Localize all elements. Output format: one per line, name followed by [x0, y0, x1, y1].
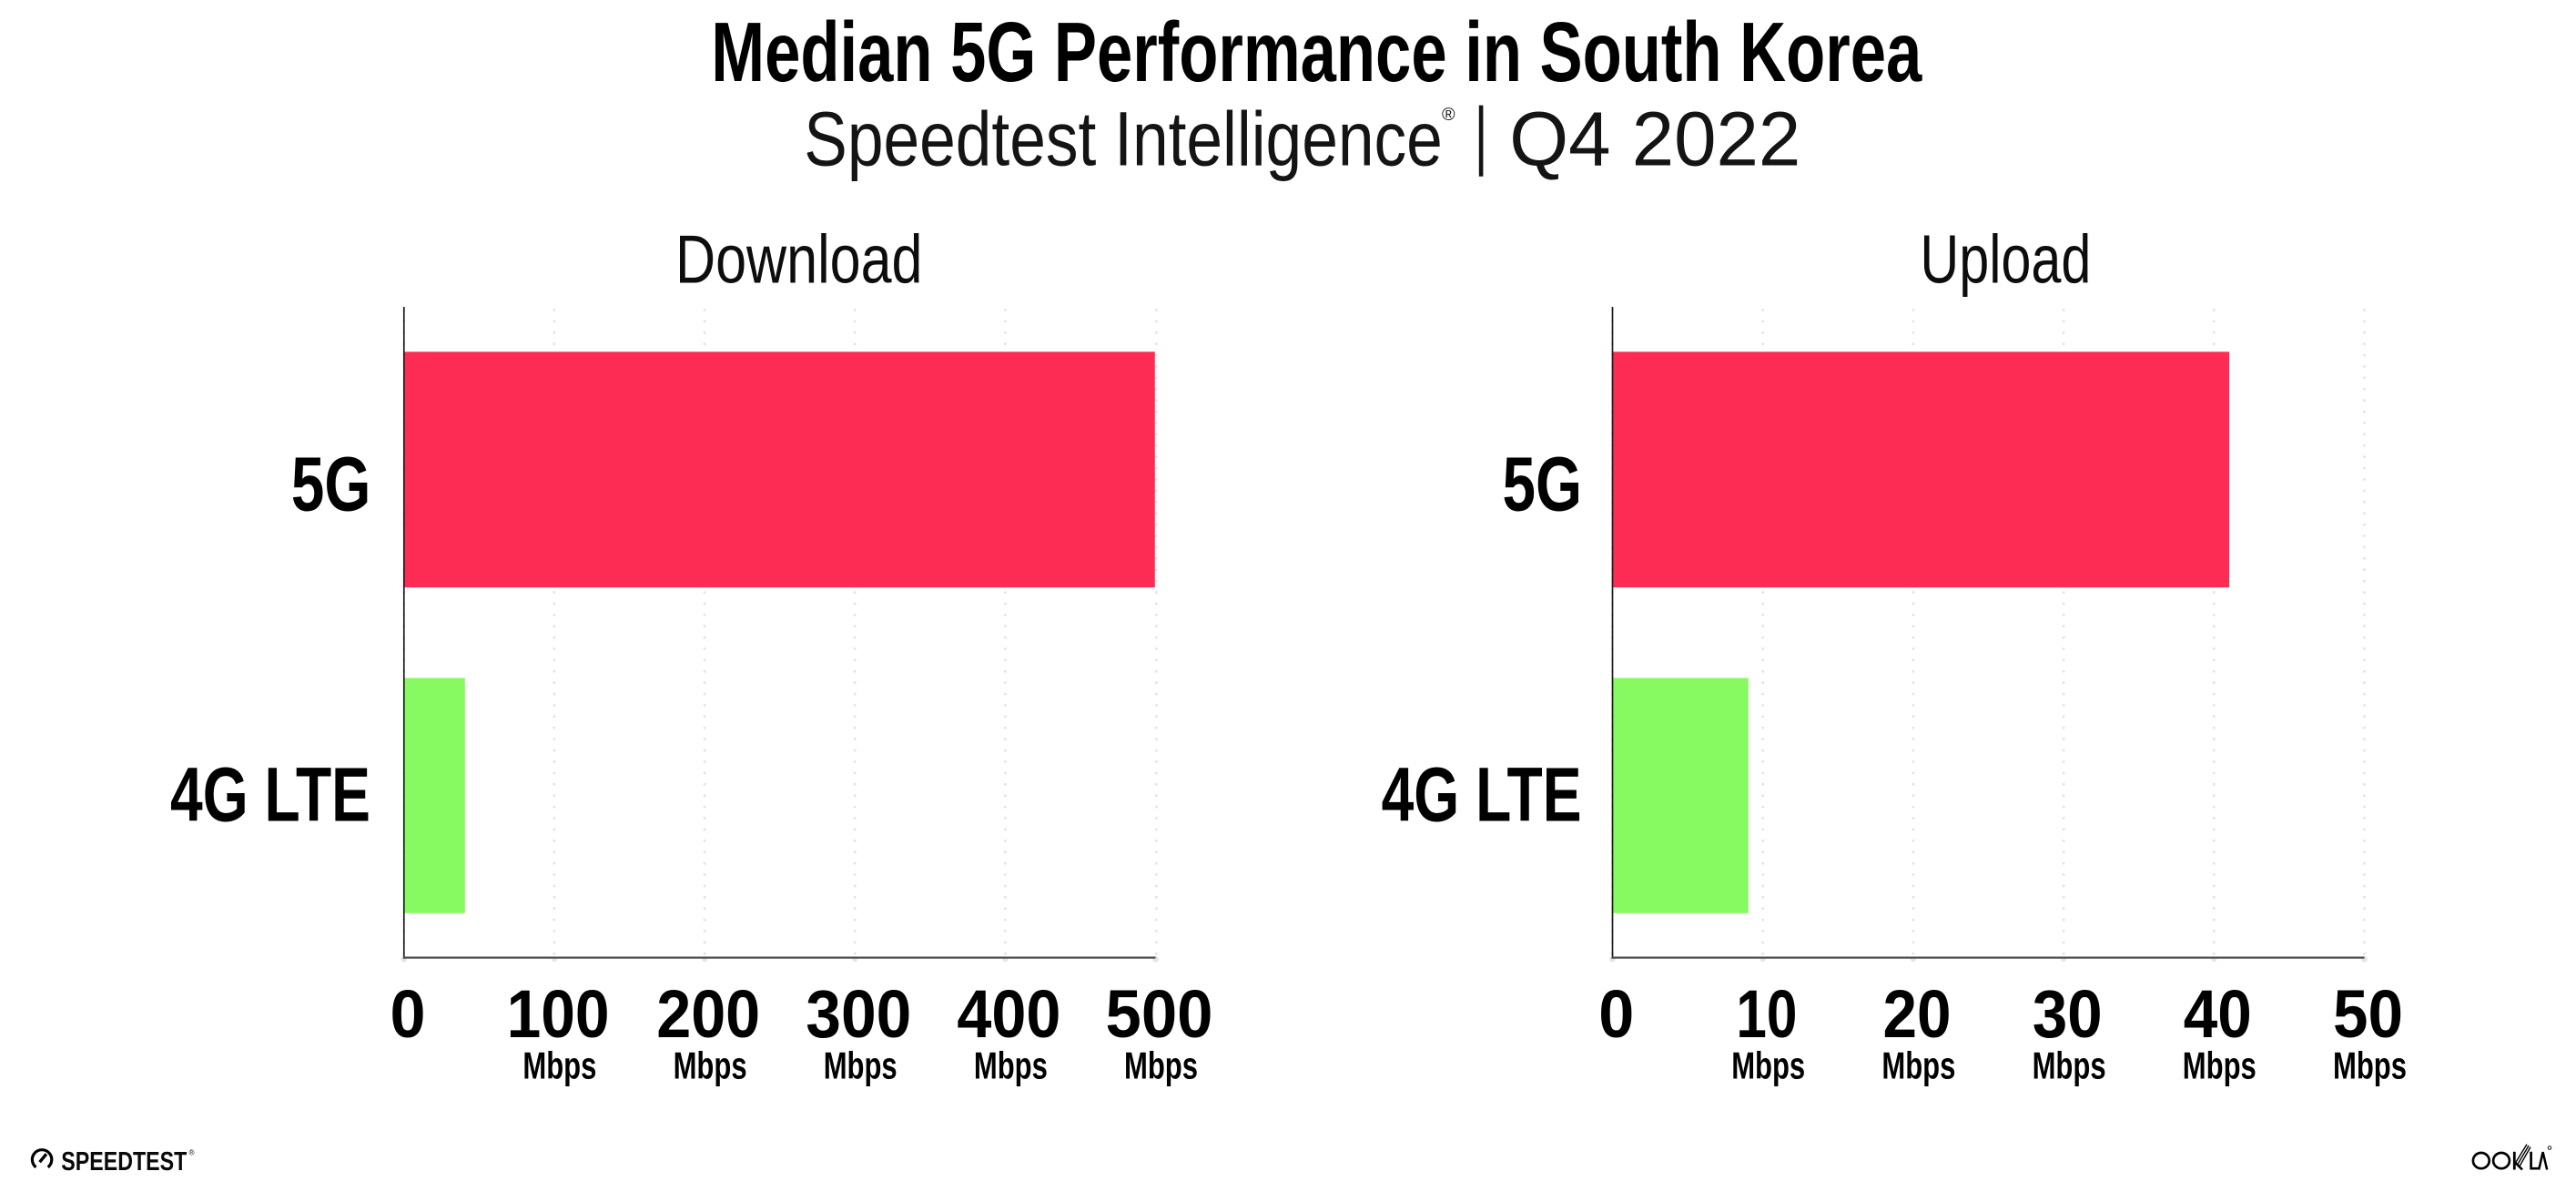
svg-text:200: 200	[656, 976, 760, 1052]
svg-text:40: 40	[2184, 976, 2252, 1052]
svg-text:0: 0	[1598, 976, 1634, 1052]
svg-text:Speedtest Intelligence: Speedtest Intelligence	[804, 96, 1443, 181]
svg-text:0: 0	[390, 976, 426, 1052]
svg-text:Upload: Upload	[1920, 221, 2091, 298]
svg-text:Mbps: Mbps	[974, 1044, 1048, 1087]
svg-text:®: ®	[189, 1149, 195, 1157]
svg-text:4G LTE: 4G LTE	[170, 752, 370, 838]
svg-text:10: 10	[1736, 976, 1797, 1052]
svg-text:Mbps: Mbps	[1731, 1044, 1805, 1087]
svg-text:Mbps: Mbps	[1881, 1044, 1955, 1087]
svg-text:Q4 2022: Q4 2022	[1509, 96, 1800, 181]
svg-text:SPEEDTEST: SPEEDTEST	[61, 1147, 187, 1177]
svg-text:Mbps: Mbps	[824, 1044, 898, 1087]
svg-text:5G: 5G	[291, 442, 371, 527]
svg-text:20: 20	[1883, 976, 1952, 1052]
svg-text:Mbps: Mbps	[522, 1044, 596, 1087]
svg-text:Mbps: Mbps	[2033, 1044, 2106, 1087]
svg-text:300: 300	[806, 976, 911, 1052]
svg-text:Mbps: Mbps	[2333, 1044, 2407, 1087]
svg-text:500: 500	[1106, 976, 1213, 1052]
svg-text:Mbps: Mbps	[1124, 1044, 1198, 1087]
svg-text:50: 50	[2333, 976, 2403, 1052]
svg-text:Mbps: Mbps	[674, 1044, 747, 1087]
svg-text:5G: 5G	[1503, 442, 1583, 527]
svg-text:Median 5G Performance in South: Median 5G Performance in South Korea	[711, 5, 1922, 99]
svg-text:400: 400	[957, 976, 1060, 1052]
svg-text:®: ®	[1442, 105, 1455, 125]
svg-text:4G LTE: 4G LTE	[1382, 752, 1582, 838]
svg-text:Download: Download	[675, 221, 923, 298]
svg-text:30: 30	[2033, 976, 2103, 1052]
svg-text:100: 100	[507, 976, 610, 1052]
svg-text:Mbps: Mbps	[2183, 1044, 2257, 1087]
